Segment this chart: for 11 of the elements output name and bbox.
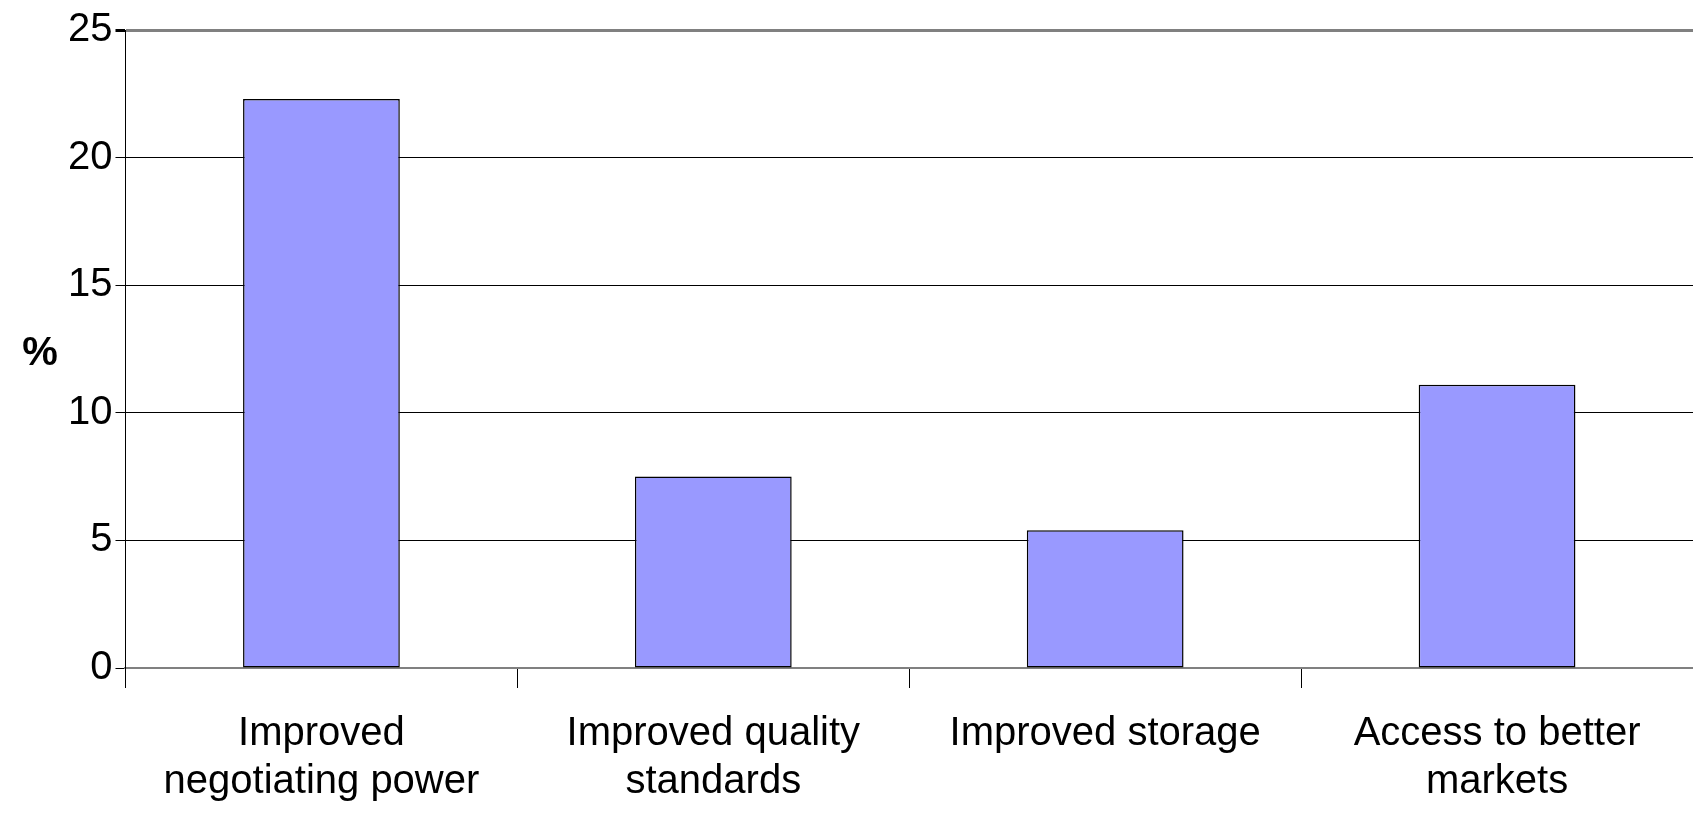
y-tick-label: 20 [67,132,113,177]
x-tick-label: Improved storage [949,709,1261,754]
x-tick-label: Access to better markets [1353,709,1641,802]
y-tick-label: 10 [67,387,113,432]
y-tick-label: 25 [67,5,113,50]
x-tick-label: Improved negotiating power [163,709,480,802]
y-tick-label: 5 [90,515,113,560]
x-tick-label: Improved quality standards [566,709,861,802]
y-axis-title: % [22,329,58,374]
y-tick-label: 15 [67,260,113,305]
y-tick-label: 0 [90,643,113,688]
